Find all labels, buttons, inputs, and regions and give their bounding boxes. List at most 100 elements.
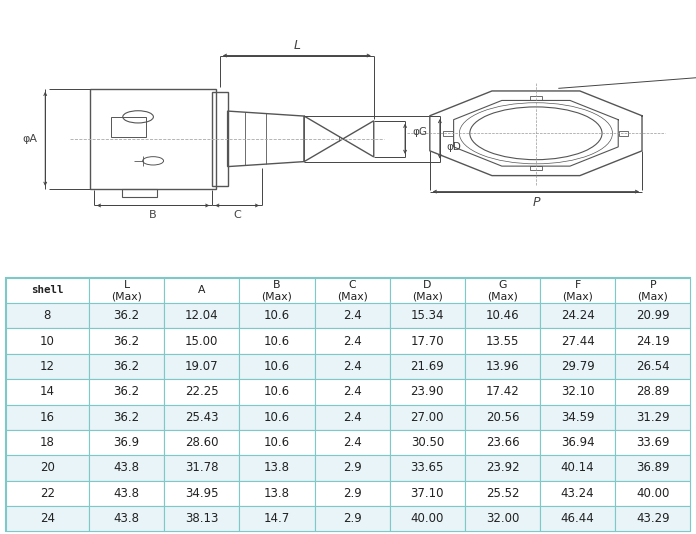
Bar bbox=[6, 278, 89, 303]
Bar bbox=[615, 430, 690, 455]
Text: 27.44: 27.44 bbox=[561, 335, 594, 348]
Text: 36.2: 36.2 bbox=[113, 411, 140, 423]
Bar bbox=[465, 354, 540, 379]
Text: 34.95: 34.95 bbox=[185, 487, 219, 500]
Text: 13.55: 13.55 bbox=[486, 335, 519, 348]
Text: φG: φG bbox=[412, 127, 427, 137]
Bar bbox=[615, 481, 690, 506]
Bar bbox=[390, 455, 465, 481]
Text: A: A bbox=[198, 285, 205, 295]
Bar bbox=[315, 430, 390, 455]
Bar bbox=[615, 379, 690, 405]
Text: 24.19: 24.19 bbox=[636, 335, 670, 348]
Bar bbox=[315, 481, 390, 506]
Text: 43.8: 43.8 bbox=[113, 487, 140, 500]
Text: 8: 8 bbox=[44, 309, 51, 322]
Text: φD: φD bbox=[447, 142, 461, 152]
Bar bbox=[164, 379, 239, 405]
Bar bbox=[212, 92, 228, 186]
Bar bbox=[239, 328, 315, 354]
Text: 40.00: 40.00 bbox=[636, 487, 670, 500]
Text: 23.90: 23.90 bbox=[411, 386, 444, 398]
Bar bbox=[390, 328, 465, 354]
Text: 14: 14 bbox=[40, 386, 55, 398]
Text: L: L bbox=[293, 39, 301, 52]
Text: 10.6: 10.6 bbox=[264, 335, 290, 348]
Bar bbox=[315, 303, 390, 328]
Text: 15.34: 15.34 bbox=[411, 309, 444, 322]
Bar bbox=[89, 354, 164, 379]
Text: 13.8: 13.8 bbox=[264, 487, 290, 500]
Text: 40.00: 40.00 bbox=[411, 512, 444, 525]
Text: 10.6: 10.6 bbox=[264, 436, 290, 449]
Text: 2.9: 2.9 bbox=[343, 512, 361, 525]
Text: 36.94: 36.94 bbox=[561, 436, 594, 449]
Text: 32.00: 32.00 bbox=[486, 512, 519, 525]
Text: 14.7: 14.7 bbox=[264, 512, 290, 525]
Text: G
(Max): G (Max) bbox=[487, 280, 518, 301]
Bar bbox=[164, 278, 239, 303]
Text: 17.42: 17.42 bbox=[486, 386, 519, 398]
Bar bbox=[465, 430, 540, 455]
Text: 12.04: 12.04 bbox=[185, 309, 219, 322]
Text: 43.8: 43.8 bbox=[113, 461, 140, 474]
Text: shell: shell bbox=[31, 285, 63, 295]
Text: 21.69: 21.69 bbox=[411, 360, 444, 373]
Text: 27.00: 27.00 bbox=[411, 411, 444, 423]
Bar bbox=[390, 430, 465, 455]
Text: D
(Max): D (Max) bbox=[412, 280, 443, 301]
Bar bbox=[615, 278, 690, 303]
Bar bbox=[6, 430, 89, 455]
Text: 23.92: 23.92 bbox=[486, 461, 519, 474]
Text: 2.9: 2.9 bbox=[343, 461, 361, 474]
Text: 28.89: 28.89 bbox=[636, 386, 670, 398]
Text: 2.4: 2.4 bbox=[343, 335, 361, 348]
Bar bbox=[615, 506, 690, 531]
Bar bbox=[540, 328, 615, 354]
Text: 38.13: 38.13 bbox=[185, 512, 219, 525]
Text: 2.4: 2.4 bbox=[343, 360, 361, 373]
Bar bbox=[465, 405, 540, 430]
Text: 25.52: 25.52 bbox=[486, 487, 519, 500]
Bar bbox=[315, 328, 390, 354]
Bar bbox=[465, 481, 540, 506]
Bar bbox=[89, 278, 164, 303]
Text: 16: 16 bbox=[40, 411, 55, 423]
Bar bbox=[239, 303, 315, 328]
Text: 20: 20 bbox=[40, 461, 55, 474]
Text: 22: 22 bbox=[40, 487, 55, 500]
Bar bbox=[6, 303, 89, 328]
Text: 33.65: 33.65 bbox=[411, 461, 444, 474]
Bar bbox=[89, 506, 164, 531]
Text: 29.79: 29.79 bbox=[561, 360, 594, 373]
Bar bbox=[90, 89, 216, 189]
Text: B
(Max): B (Max) bbox=[262, 280, 292, 301]
Bar bbox=[390, 379, 465, 405]
Text: 25.43: 25.43 bbox=[185, 411, 219, 423]
Bar bbox=[390, 481, 465, 506]
Bar bbox=[89, 303, 164, 328]
Text: 10.6: 10.6 bbox=[264, 360, 290, 373]
Text: 13.8: 13.8 bbox=[264, 461, 290, 474]
Text: 2.4: 2.4 bbox=[343, 436, 361, 449]
Text: 13.96: 13.96 bbox=[486, 360, 519, 373]
Bar bbox=[390, 278, 465, 303]
Bar bbox=[89, 481, 164, 506]
Bar bbox=[540, 405, 615, 430]
Bar bbox=[390, 303, 465, 328]
Bar bbox=[465, 303, 540, 328]
Text: 10.6: 10.6 bbox=[264, 411, 290, 423]
Bar bbox=[239, 379, 315, 405]
Bar bbox=[89, 328, 164, 354]
Bar bbox=[164, 506, 239, 531]
Text: 22.25: 22.25 bbox=[185, 386, 219, 398]
Text: 24: 24 bbox=[40, 512, 55, 525]
Text: 43.29: 43.29 bbox=[636, 512, 670, 525]
Text: 20.99: 20.99 bbox=[636, 309, 670, 322]
Text: P
(Max): P (Max) bbox=[638, 280, 668, 301]
Bar bbox=[315, 379, 390, 405]
Bar bbox=[6, 481, 89, 506]
Text: 36.2: 36.2 bbox=[113, 386, 140, 398]
Bar bbox=[315, 278, 390, 303]
Text: 23.66: 23.66 bbox=[486, 436, 519, 449]
